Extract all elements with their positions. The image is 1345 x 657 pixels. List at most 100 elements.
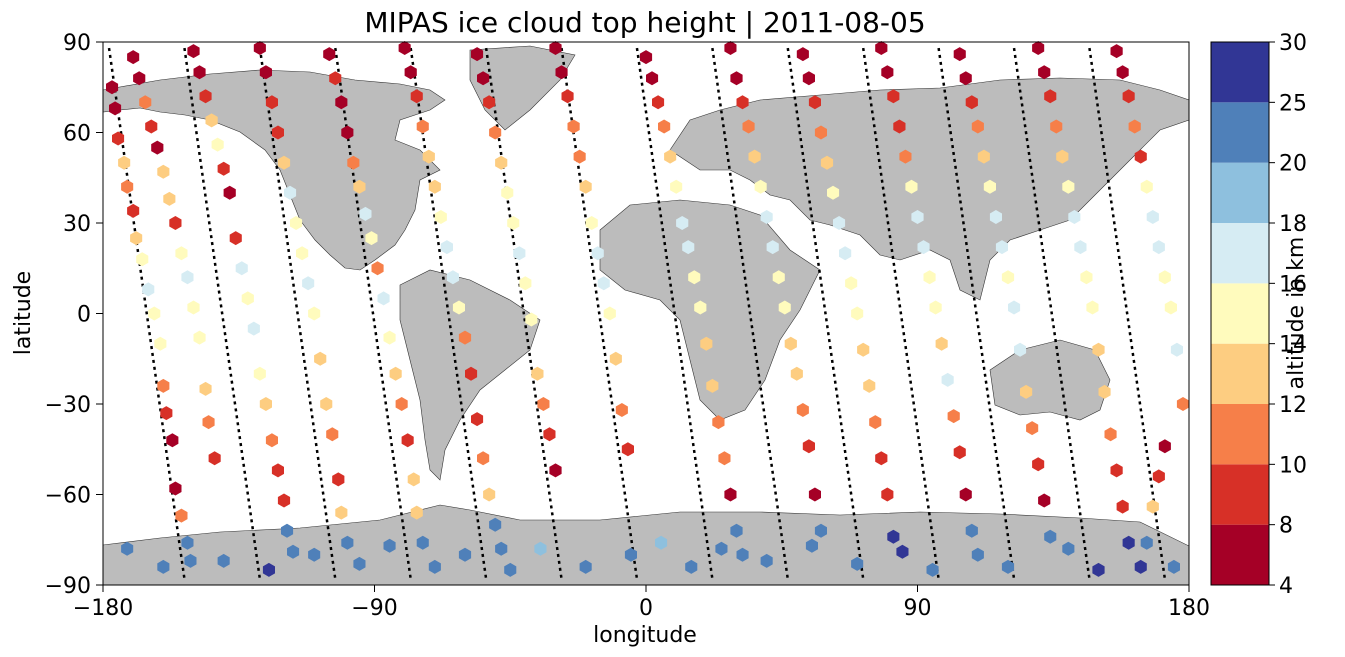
cloud-point: [549, 463, 562, 478]
cloud-point: [1152, 469, 1165, 484]
x-tick-label: 180: [1168, 596, 1210, 621]
cloud-point: [329, 71, 342, 86]
cloud-point: [1074, 240, 1087, 255]
cloud-point: [851, 556, 864, 571]
cloud-point: [259, 397, 272, 411]
cloud-point: [1092, 342, 1105, 357]
cloud-point: [109, 101, 122, 116]
cloud-point: [881, 487, 894, 502]
colorbar-label: altitude in km: [1284, 237, 1309, 390]
cloud-point: [1098, 384, 1111, 399]
cloud-point: [169, 216, 182, 230]
cloud-point: [1080, 270, 1093, 285]
cloud-point: [1050, 119, 1063, 134]
y-axis-label: latitude: [11, 271, 36, 355]
orbit-track: [861, 47, 940, 580]
cloud-point: [154, 336, 167, 351]
cloud-point: [452, 300, 465, 315]
cloud-point: [495, 155, 508, 170]
cloud-point: [353, 556, 366, 571]
cloud-point: [1001, 559, 1015, 574]
cloud-point: [262, 562, 275, 577]
colorbar-tick-label: 4: [1279, 574, 1293, 599]
colorbar-segment: [1211, 283, 1269, 344]
cloud-point: [1116, 499, 1129, 514]
cloud-point: [241, 291, 254, 306]
cloud-point: [1092, 562, 1105, 577]
cloud-point: [724, 487, 737, 502]
cloud-point: [504, 562, 517, 577]
cloud-point: [802, 71, 815, 86]
cloud-point: [724, 41, 737, 55]
cloud-point: [341, 125, 354, 140]
colorbar-tick-label: 8: [1279, 514, 1293, 539]
measurement-tracks: [107, 47, 1167, 580]
cloud-point: [845, 276, 858, 291]
cloud-point: [814, 523, 827, 538]
cloud-point: [287, 544, 300, 559]
cloud-point: [896, 544, 909, 559]
cloud-point: [1044, 89, 1057, 104]
cloud-point: [1140, 179, 1153, 194]
cloud-point: [869, 415, 882, 430]
cloud-point: [1044, 529, 1057, 544]
orbit-track: [711, 47, 790, 580]
cloud-point: [341, 535, 354, 550]
cloud-point: [106, 80, 119, 95]
orbit-track: [183, 47, 262, 580]
cloud-point: [377, 291, 390, 306]
colorbar-tick-label: 18: [1279, 212, 1307, 237]
cloud-point: [277, 155, 291, 170]
cloud-point: [1062, 541, 1075, 556]
cloud-point: [477, 451, 490, 466]
cloud-point: [471, 412, 484, 427]
cloud-point: [959, 487, 972, 502]
cloud-point: [748, 149, 761, 164]
x-tick-label: 90: [904, 596, 932, 621]
cloud-point: [495, 541, 508, 556]
cloud-point: [615, 403, 628, 417]
cloud-point: [1104, 427, 1117, 442]
cloud-point: [187, 300, 200, 315]
cloud-point: [308, 547, 321, 562]
cloud-point: [688, 270, 701, 285]
colorbar: [1210, 41, 1270, 586]
cloud-point: [118, 155, 131, 170]
cloud-point: [314, 351, 327, 366]
cloud-point: [591, 246, 604, 261]
x-tick-label: 0: [639, 596, 653, 621]
cloud-point: [1128, 119, 1141, 134]
cloud-point: [863, 378, 876, 393]
cloud-point: [359, 206, 372, 221]
cloud-point: [193, 330, 206, 345]
cloud-point: [905, 179, 918, 194]
cloud-point: [407, 472, 420, 487]
cloud-point: [281, 523, 294, 538]
cloud-point: [1062, 179, 1075, 194]
cloud-point: [335, 505, 348, 520]
orbit-track: [1012, 47, 1091, 580]
cloud-point: [805, 538, 818, 553]
cloud-point: [477, 71, 490, 86]
cloud-point: [169, 481, 182, 496]
cloud-point: [199, 381, 212, 396]
cloud-point: [1038, 65, 1051, 80]
cloud-point: [142, 282, 155, 297]
colorbar-tick-label: 16: [1279, 272, 1307, 297]
cloud-point: [1176, 397, 1189, 411]
colorbar-segment: [1211, 343, 1269, 404]
cloud-point: [507, 216, 520, 230]
cloud-point: [561, 89, 574, 104]
cloud-point: [148, 306, 161, 321]
x-tick-label: −90: [351, 596, 397, 621]
cloud-point: [1140, 535, 1153, 550]
cloud-point: [458, 547, 472, 562]
orbit-track: [484, 47, 563, 580]
cloud-point: [217, 161, 230, 176]
cloud-point: [851, 306, 864, 321]
cloud-point: [446, 270, 459, 285]
cloud-point: [1020, 384, 1033, 399]
cloud-point: [163, 191, 176, 206]
cloud-point: [712, 415, 725, 430]
cloud-point: [1014, 342, 1027, 357]
